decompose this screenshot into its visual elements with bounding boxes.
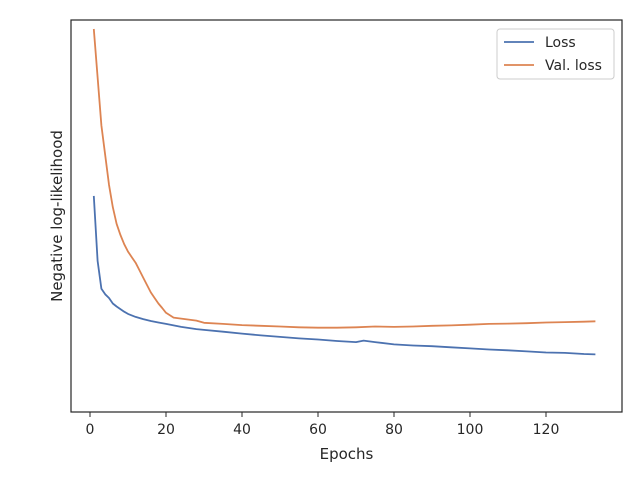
plot-frame <box>70 19 623 413</box>
x-tick-label: 0 <box>86 422 95 438</box>
legend-label: Loss <box>545 35 576 51</box>
series-line-val-loss <box>92 28 596 329</box>
x-tick-label: 60 <box>309 422 327 438</box>
x-axis-label: Epochs <box>320 445 374 463</box>
x-tick-label: 40 <box>233 422 251 438</box>
x-tick-label: 80 <box>385 422 403 438</box>
x-axis-ticks: 0 20 40 60 80 100 120 <box>86 412 560 438</box>
x-tick-label: 100 <box>457 422 484 438</box>
series-line-loss <box>92 195 596 356</box>
series-lines <box>92 28 596 356</box>
x-tick-label: 120 <box>533 422 560 438</box>
legend-label: Val. loss <box>545 58 602 74</box>
y-axis-label: Negative log-likelihood <box>48 130 66 302</box>
legend: Loss Val. loss <box>496 28 615 80</box>
x-tick-label: 20 <box>157 422 175 438</box>
